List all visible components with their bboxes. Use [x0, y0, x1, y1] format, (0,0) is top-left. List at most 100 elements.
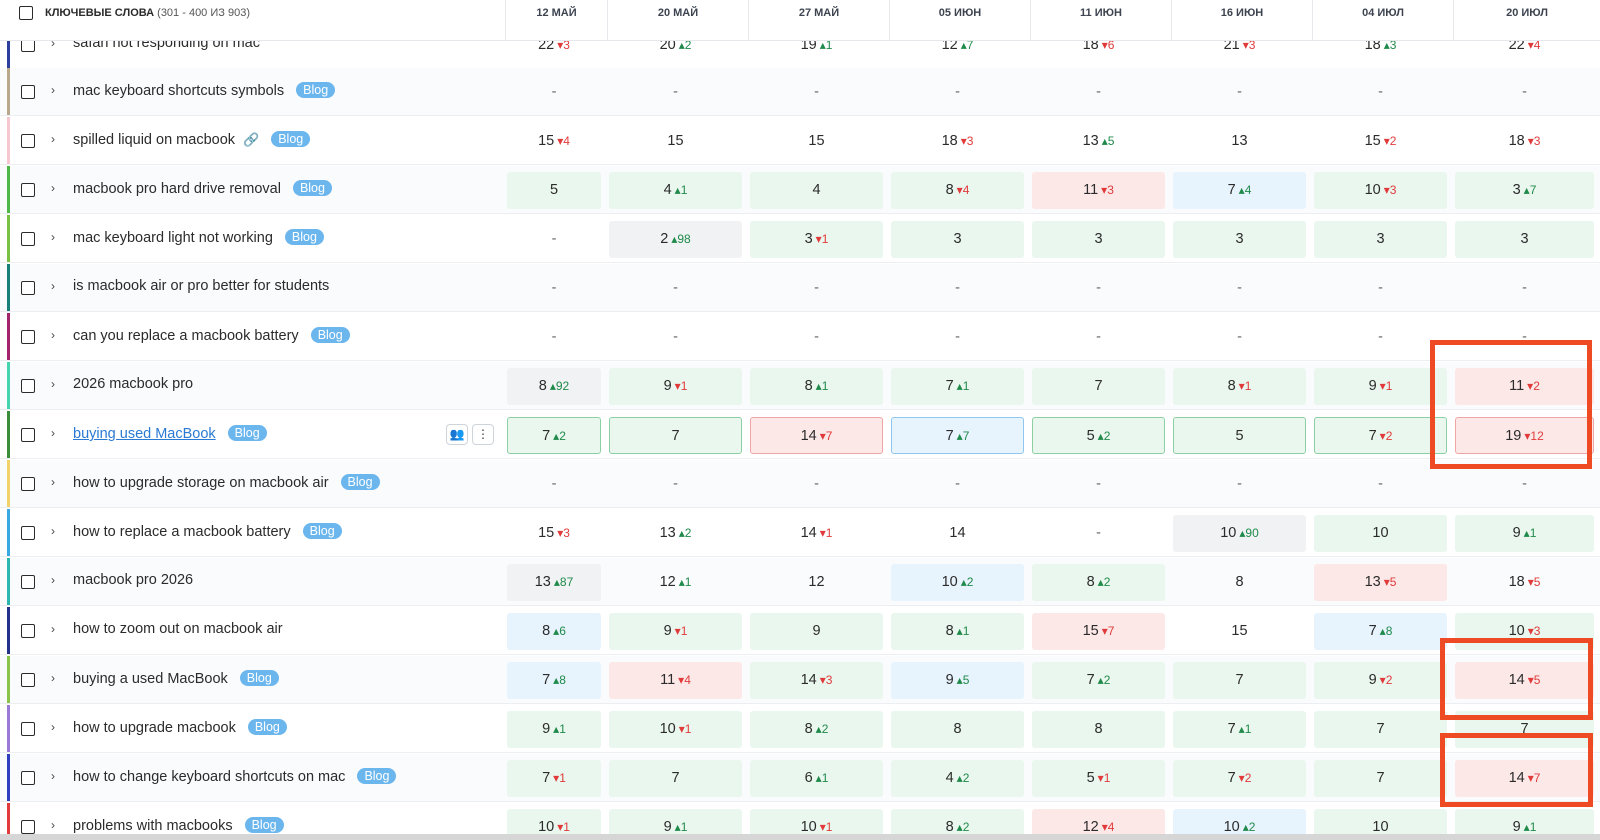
expand-chevron-icon[interactable]: › — [51, 524, 55, 538]
position-cell[interactable]: 8 — [891, 711, 1024, 748]
date-header[interactable]: 12 МАЙ — [505, 0, 607, 40]
position-cell[interactable]: 9 — [750, 613, 883, 650]
position-cell[interactable]: 14 ▾7 — [1455, 760, 1594, 797]
position-cell[interactable]: 9 ▴5 — [891, 662, 1024, 699]
position-cell[interactable]: 14 ▾3 — [750, 662, 883, 699]
position-cell[interactable]: 5 ▾1 — [1032, 760, 1165, 797]
position-cell[interactable]: - — [750, 74, 883, 111]
position-cell[interactable]: - — [1455, 466, 1594, 503]
expand-chevron-icon[interactable]: › — [51, 426, 55, 440]
expand-chevron-icon[interactable]: › — [51, 377, 55, 391]
position-cell[interactable]: 8 — [1032, 711, 1165, 748]
select-all-checkbox[interactable] — [19, 6, 33, 20]
table-row[interactable]: › how to zoom out on macbook air 8 ▴6 9 ▾1 9 8 ▴… — [0, 607, 1600, 655]
position-cell[interactable]: 15 ▾7 — [1032, 613, 1165, 650]
position-cell[interactable]: 3 — [1032, 221, 1165, 258]
table-row[interactable]: › how to replace a macbook battery Blog 15 ▾… — [0, 509, 1600, 557]
row-checkbox[interactable] — [21, 722, 35, 736]
table-row[interactable]: › macbook pro 2026 13 ▴87 12 ▴1 12 10 ▴2 8 ▴2 8 13 ▾5… — [0, 558, 1600, 606]
position-cell[interactable]: 7 ▾1 — [507, 760, 601, 797]
position-cell[interactable]: - — [1314, 319, 1447, 356]
position-cell[interactable]: 9 ▴1 — [507, 711, 601, 748]
link-icon[interactable]: 🔗 — [243, 132, 260, 147]
position-cell[interactable]: - — [609, 466, 742, 503]
table-row[interactable]: › buying used MacBook Blog 👥 ⋮ 7 ▴2 7 14 ▾7 7 ▴7 5 ▴2… — [0, 411, 1600, 459]
position-cell[interactable]: 10 ▴2 — [891, 564, 1024, 601]
expand-chevron-icon[interactable]: › — [51, 622, 55, 636]
position-cell[interactable]: - — [1455, 319, 1594, 356]
table-row[interactable]: › how to upgrade macbook Blog 9 ▴1 10 ▾1 8 ▴2 8 8 7… — [0, 705, 1600, 753]
more-menu-icon[interactable]: ⋮ — [472, 424, 494, 445]
position-cell[interactable]: 19 ▾12 — [1455, 417, 1594, 454]
position-cell[interactable]: 14 — [891, 515, 1024, 552]
position-cell[interactable]: 9 ▾1 — [1314, 368, 1447, 405]
position-cell[interactable]: 4 — [750, 172, 883, 209]
position-cell[interactable]: 6 ▴1 — [750, 760, 883, 797]
position-cell[interactable]: 13 ▴5 — [1032, 123, 1165, 160]
position-cell[interactable]: - — [507, 270, 601, 307]
position-cell[interactable]: 7 — [1314, 711, 1447, 748]
position-cell[interactable]: 15 ▾3 — [507, 515, 601, 552]
position-cell[interactable]: 15 — [750, 123, 883, 160]
position-cell[interactable]: 18 ▾6 — [1032, 40, 1165, 64]
position-cell[interactable]: 20 ▴2 — [609, 40, 742, 64]
position-cell[interactable]: 13 ▾5 — [1314, 564, 1447, 601]
position-cell[interactable]: 12 ▴1 — [609, 564, 742, 601]
position-cell[interactable]: - — [1173, 270, 1306, 307]
date-header[interactable]: 11 ИЮН — [1030, 0, 1171, 40]
date-header[interactable]: 16 ИЮН — [1171, 0, 1312, 40]
keyword-text[interactable]: buying used MacBook Blog — [73, 425, 267, 442]
position-cell[interactable]: - — [507, 319, 601, 356]
row-checkbox[interactable] — [21, 183, 35, 197]
position-cell[interactable]: 3 ▾1 — [750, 221, 883, 258]
expand-chevron-icon[interactable]: › — [51, 818, 55, 832]
position-cell[interactable]: - — [1032, 466, 1165, 503]
position-cell[interactable]: - — [891, 74, 1024, 111]
position-cell[interactable]: 14 ▾5 — [1455, 662, 1594, 699]
position-cell[interactable]: - — [891, 319, 1024, 356]
position-cell[interactable]: 7 ▴2 — [507, 417, 601, 454]
position-cell[interactable]: 8 ▴6 — [507, 613, 601, 650]
position-cell[interactable]: 2 ▴98 — [609, 221, 742, 258]
position-cell[interactable]: - — [750, 270, 883, 307]
expand-chevron-icon[interactable]: › — [51, 573, 55, 587]
position-cell[interactable]: 21 ▾3 — [1173, 40, 1306, 64]
position-cell[interactable]: - — [1173, 466, 1306, 503]
position-cell[interactable]: 15 ▾2 — [1314, 123, 1447, 160]
position-cell[interactable]: - — [1455, 270, 1594, 307]
expand-chevron-icon[interactable]: › — [51, 279, 55, 293]
position-cell[interactable]: 9 ▾2 — [1314, 662, 1447, 699]
position-cell[interactable]: 18 ▾3 — [1455, 123, 1594, 160]
expand-chevron-icon[interactable]: › — [51, 181, 55, 195]
date-header[interactable]: 20 ИЮЛ — [1453, 0, 1600, 40]
position-cell[interactable]: 11 ▾3 — [1032, 172, 1165, 209]
table-row[interactable]: › can you replace a macbook battery Blog - -… — [0, 313, 1600, 361]
position-cell[interactable]: 7 ▴8 — [507, 662, 601, 699]
position-cell[interactable]: 7 — [609, 417, 742, 454]
position-cell[interactable]: - — [1032, 319, 1165, 356]
position-cell[interactable]: 7 — [609, 760, 742, 797]
position-cell[interactable]: - — [750, 466, 883, 503]
position-cell[interactable]: 10 ▴90 — [1173, 515, 1306, 552]
table-row[interactable]: › macbook pro hard drive removal Blog 5 4 ▴1 4… — [0, 166, 1600, 214]
row-checkbox[interactable] — [21, 40, 35, 52]
expand-chevron-icon[interactable]: › — [51, 769, 55, 783]
position-cell[interactable]: 3 — [1314, 221, 1447, 258]
table-row[interactable]: › mac keyboard light not working Blog - 2 ▴98… — [0, 215, 1600, 263]
position-cell[interactable]: 10 ▾3 — [1455, 613, 1594, 650]
position-cell[interactable]: 8 ▴2 — [1032, 564, 1165, 601]
position-cell[interactable]: 18 ▾3 — [891, 123, 1024, 160]
row-checkbox[interactable] — [21, 379, 35, 393]
table-row[interactable]: › spilled liquid on macbook 🔗 Blog 15 ▾4 15 15 1… — [0, 117, 1600, 165]
position-cell[interactable]: 15 — [609, 123, 742, 160]
date-header[interactable]: 04 ИЮЛ — [1312, 0, 1453, 40]
row-checkbox[interactable] — [21, 771, 35, 785]
row-checkbox[interactable] — [21, 85, 35, 99]
position-cell[interactable]: 3 — [891, 221, 1024, 258]
position-cell[interactable]: 3 ▴7 — [1455, 172, 1594, 209]
position-cell[interactable]: 4 ▴1 — [609, 172, 742, 209]
position-cell[interactable]: - — [891, 466, 1024, 503]
position-cell[interactable]: 10 — [1314, 515, 1447, 552]
position-cell[interactable]: - — [507, 221, 601, 258]
position-cell[interactable]: 9 ▴1 — [1455, 515, 1594, 552]
